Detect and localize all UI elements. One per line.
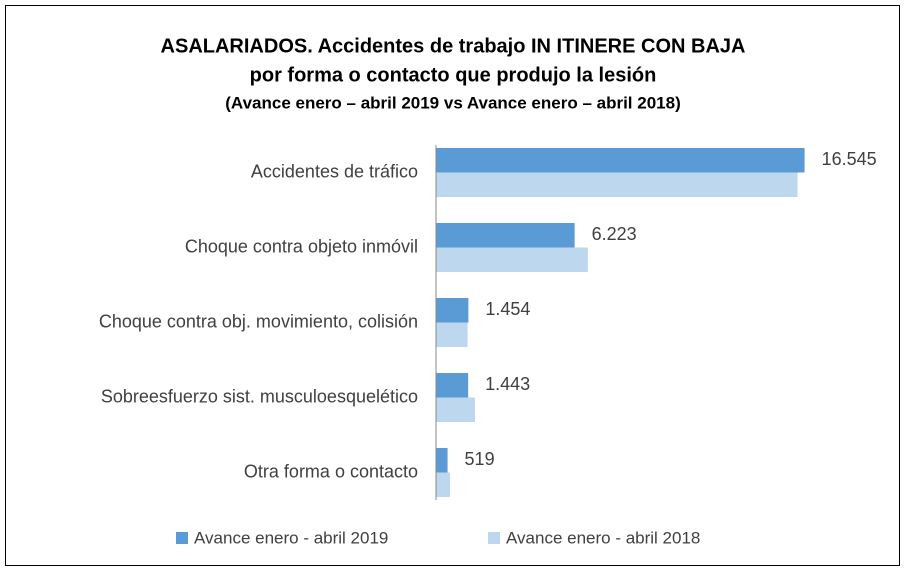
y-tick-label: Accidentes de tráfico <box>251 161 418 181</box>
y-tick-label: Sobreesfuerzo sist. musculoesquelético <box>101 386 418 406</box>
bar <box>436 397 475 422</box>
legend-swatch <box>176 532 188 544</box>
data-label: 6.223 <box>592 224 637 244</box>
data-label: 1.454 <box>485 299 530 319</box>
chart-border <box>5 5 900 566</box>
y-tick-label: Choque contra obj. movimiento, colisión <box>99 311 418 331</box>
bar <box>436 472 451 497</box>
y-tick-label: Otra forma o contacto <box>244 461 418 481</box>
bar <box>436 172 798 197</box>
data-label: 16.545 <box>822 149 877 169</box>
legend-label: Avance enero - abril 2019 <box>194 528 388 547</box>
bar <box>436 373 469 398</box>
legend-label: Avance enero - abril 2018 <box>506 528 700 547</box>
bar <box>436 247 588 272</box>
bar <box>436 448 448 473</box>
data-label: 519 <box>465 449 495 469</box>
bar <box>436 148 805 173</box>
bar <box>436 322 468 347</box>
bar <box>436 298 469 323</box>
data-label: 1.443 <box>485 374 530 394</box>
chart-title: por forma o contacto que produjo la lesi… <box>250 64 657 86</box>
chart-subtitle: (Avance enero – abril 2019 vs Avance ene… <box>225 93 680 112</box>
chart-title: ASALARIADOS. Accidentes de trabajo IN IT… <box>161 35 746 57</box>
bar <box>436 223 575 248</box>
legend-swatch <box>488 532 500 544</box>
y-tick-label: Choque contra objeto inmóvil <box>185 236 418 256</box>
